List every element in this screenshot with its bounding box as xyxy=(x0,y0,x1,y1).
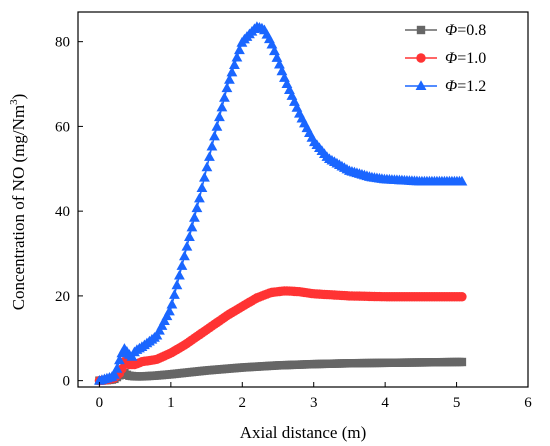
x-tick-label: 1 xyxy=(167,395,175,411)
data-point xyxy=(199,171,210,182)
x-axis: 0 1 2 3 4 5 6 xyxy=(96,382,532,411)
plot-frame xyxy=(77,11,529,388)
data-point xyxy=(206,140,218,151)
data-point xyxy=(457,357,467,367)
data-point xyxy=(179,250,190,261)
data-point xyxy=(204,151,215,161)
plot-area xyxy=(77,11,529,388)
data-point xyxy=(174,269,185,280)
data-point xyxy=(216,101,228,112)
data-point xyxy=(209,130,220,141)
data-point xyxy=(201,161,213,172)
y-axis-title-superscript: 3 xyxy=(8,99,20,105)
legend-label: Φ=1.2 xyxy=(445,78,486,95)
legend-marker xyxy=(416,53,426,63)
series-layer xyxy=(94,21,468,386)
y-tick-label: 60 xyxy=(55,119,70,135)
x-tick-label: 3 xyxy=(310,395,318,411)
data-point xyxy=(184,231,195,241)
legend: Φ=0.8 Φ=1.0 Φ=1.2 xyxy=(405,22,486,95)
x-tick-label: 4 xyxy=(381,395,389,411)
series-circle xyxy=(94,286,467,386)
series-square xyxy=(95,357,467,385)
series-triangle xyxy=(94,21,468,385)
data-point xyxy=(219,92,230,102)
legend-label: Φ=0.8 xyxy=(445,22,486,39)
data-point xyxy=(166,298,178,309)
y-tick-label: 40 xyxy=(55,204,70,220)
data-point xyxy=(229,59,240,69)
data-point xyxy=(186,221,198,232)
data-point xyxy=(111,363,123,373)
data-point xyxy=(211,121,223,131)
legend-marker xyxy=(415,80,427,90)
data-point xyxy=(176,260,188,270)
data-point xyxy=(189,212,200,222)
data-point xyxy=(181,240,193,251)
data-point xyxy=(114,354,125,365)
data-point xyxy=(214,111,225,122)
y-axis: 0 20 40 60 80 xyxy=(55,35,83,390)
data-point xyxy=(231,51,243,62)
x-axis-title: Axial distance (m) xyxy=(240,423,367,442)
x-tick-label: 2 xyxy=(239,395,247,411)
y-tick-label: 80 xyxy=(55,35,70,51)
data-point xyxy=(191,202,203,213)
data-point xyxy=(234,44,245,55)
data-point xyxy=(169,289,180,299)
y-axis-title: Concentration of NO (mg/Nm3) xyxy=(8,94,28,311)
data-point xyxy=(226,66,238,77)
data-point xyxy=(456,175,468,186)
data-point xyxy=(224,74,235,84)
data-point xyxy=(164,305,175,316)
x-tick-label: 6 xyxy=(524,395,532,411)
data-point xyxy=(221,82,233,93)
legend-marker xyxy=(416,25,426,35)
data-point xyxy=(109,369,120,379)
data-point xyxy=(171,279,183,290)
legend-label: Φ=1.0 xyxy=(445,50,486,67)
y-tick-label: 20 xyxy=(55,289,70,305)
data-point xyxy=(196,182,208,193)
x-tick-label: 0 xyxy=(96,395,104,411)
data-point xyxy=(457,292,467,302)
y-tick-label: 0 xyxy=(63,374,71,390)
data-point xyxy=(194,192,205,203)
x-tick-label: 5 xyxy=(453,395,461,411)
